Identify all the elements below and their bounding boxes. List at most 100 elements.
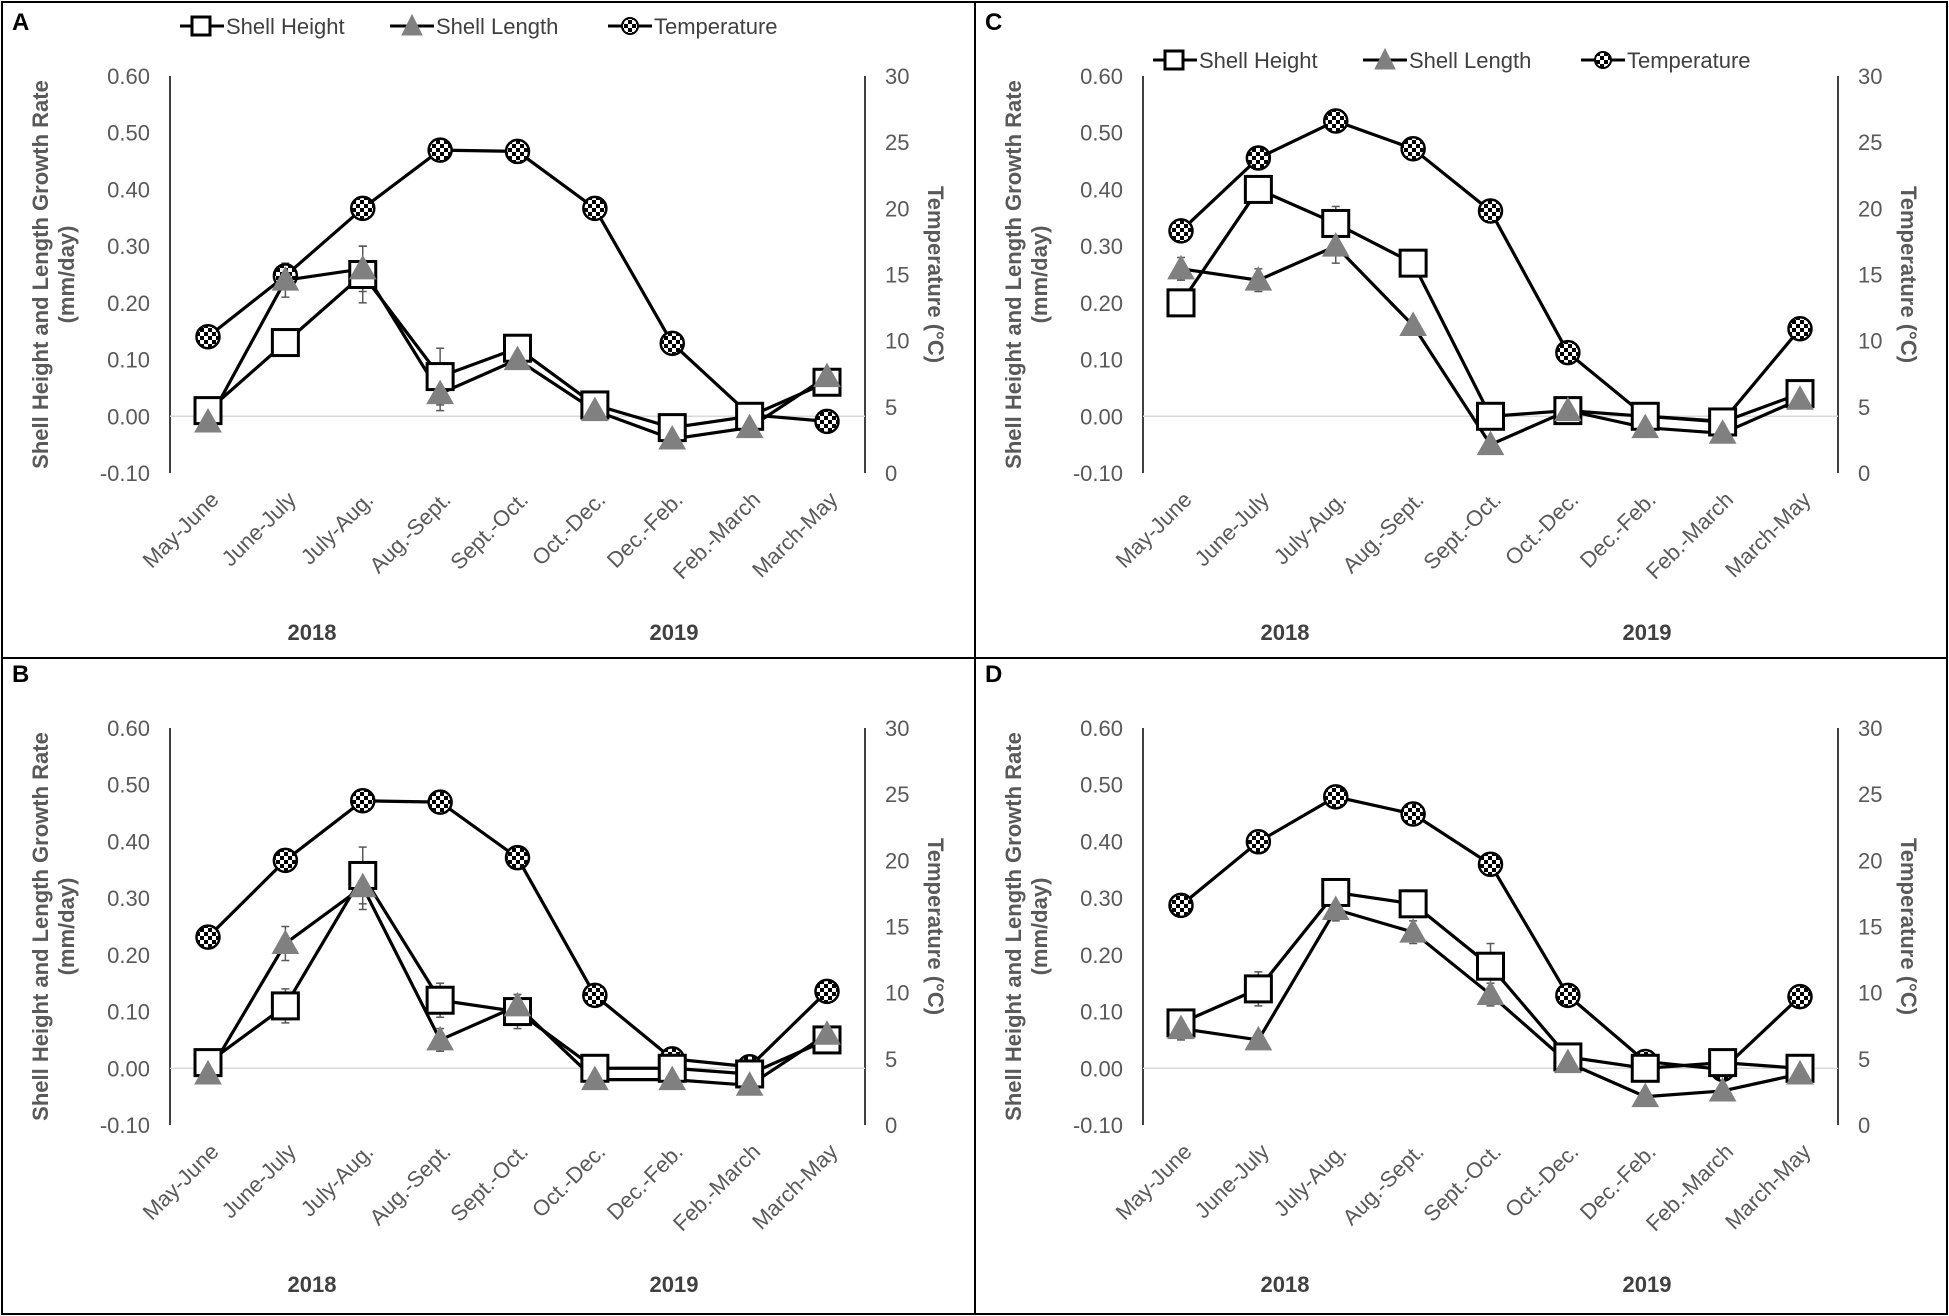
y-tick-label: 0.40	[107, 829, 150, 854]
x-tick-label: May-June	[1111, 487, 1197, 573]
temperature-point	[1245, 145, 1272, 171]
y2-tick-label: 20	[1858, 196, 1882, 221]
x-tick-label: June-July	[1190, 487, 1274, 571]
temperature-point-circle	[1555, 339, 1581, 366]
y2-tick-label: 30	[885, 64, 909, 89]
y2-tick-label: 25	[885, 782, 909, 807]
shell-length-point	[735, 413, 764, 439]
temperature-point-circle	[1787, 316, 1813, 342]
temperature-point-circle	[272, 847, 299, 874]
markers-shell-length	[1167, 895, 1814, 1108]
shell-length-point	[194, 407, 222, 433]
temperature-point-circle	[814, 978, 840, 1005]
y-tick-label: 0.00	[107, 404, 150, 429]
temperature-point	[504, 138, 531, 165]
legend: Shell Height Shell Length Temperature	[1153, 47, 1751, 73]
shell-length-point	[426, 1025, 454, 1051]
series-line	[1179, 187, 1801, 424]
chart-panel-a: A -0.10 0.00 0.10 0.20 0.30 0.40 0.50 0.60 0 5 10 15…	[12, 9, 948, 645]
y2-tick-label: 0	[885, 1113, 897, 1138]
y-axis-title-line1: Shell Height and Length Growth Rate	[28, 80, 53, 469]
legend-label: Shell Length	[436, 14, 558, 39]
y-tick-label: 0.00	[1080, 1056, 1123, 1081]
temperature-point-circle	[1168, 892, 1194, 919]
temperature-point	[1400, 801, 1426, 827]
y-tick-label: 0.50	[1080, 121, 1123, 146]
temperature-point	[1168, 892, 1194, 919]
temperature-point	[1787, 983, 1813, 1010]
panel-letter: B	[12, 661, 29, 688]
series-line	[1179, 119, 1802, 424]
year-label-2018: 2018	[288, 1272, 337, 1297]
shell-length-point	[1399, 918, 1427, 943]
y-tick-label: 0.40	[1080, 829, 1123, 854]
shell-length-point	[1399, 311, 1427, 337]
x-tick-label: May-June	[138, 487, 224, 573]
temperature-point-circle	[582, 195, 608, 222]
temperature-point-circle	[659, 330, 685, 357]
y-tick-label: 0.00	[1080, 404, 1123, 429]
y2-tick-label: 25	[1858, 130, 1882, 155]
shell-length-point	[271, 929, 300, 955]
markers-shell-length	[194, 872, 841, 1096]
panel-letter: A	[12, 9, 29, 36]
markers-shell-length	[1167, 232, 1814, 456]
temperature-point	[1323, 784, 1349, 810]
y-axis-title-line2: (mm/day)	[54, 226, 79, 324]
legend-item: Temperature	[608, 14, 778, 39]
temperature-point-circle	[504, 138, 531, 165]
shell-length-point	[1321, 895, 1350, 920]
shell-length-point	[271, 266, 300, 291]
legend: Shell Height Shell Length Temperature	[180, 13, 778, 39]
shell-length-point	[581, 1065, 609, 1091]
markers-temperature	[1168, 784, 1813, 1083]
shell-height-point	[1398, 248, 1428, 278]
y-tick-label: 0.30	[107, 886, 150, 911]
temperature-point-circle	[427, 137, 453, 163]
temperature-point	[427, 137, 453, 163]
temperature-point	[350, 788, 376, 814]
y2-tick-label: 20	[885, 196, 909, 221]
temperature-point	[350, 195, 376, 222]
x-tick-label: Oct.-Dec.	[527, 487, 610, 570]
series-temperature	[207, 148, 828, 423]
shell-length-point	[1476, 430, 1505, 456]
y2-tick-label: 5	[1858, 395, 1870, 420]
shell-length-point	[735, 1071, 764, 1096]
chart-panel-b: B -0.10 0.00 0.10 0.20 0.30 0.40 0.50 0.60 0 5 10 15…	[12, 661, 948, 1297]
panel-letter: D	[985, 661, 1002, 688]
y-tick-label: 0.10	[1080, 348, 1123, 373]
shell-length-point	[1708, 1076, 1737, 1102]
y2-axis-title: Temperature (°C)	[923, 838, 948, 1015]
y-tick-label: 0.50	[1080, 773, 1123, 798]
y2-tick-label: 0	[885, 461, 897, 486]
temperature-point	[195, 924, 221, 950]
x-tick-label: June-July	[1190, 1139, 1274, 1223]
year-label-2019: 2019	[1623, 620, 1672, 645]
y-tick-label: -0.10	[1073, 1113, 1123, 1138]
y2-tick-label: 15	[885, 263, 909, 288]
y-tick-label: 0.20	[107, 291, 150, 316]
series-shell-height	[207, 846, 828, 1076]
temperature-point	[1787, 316, 1813, 342]
shell-height-point	[1243, 974, 1273, 1004]
y2-tick-label: 10	[885, 981, 909, 1006]
y2-tick-label: 15	[1858, 263, 1882, 288]
shell-height-point	[1321, 208, 1351, 238]
legend-item: Shell Length	[1363, 47, 1531, 73]
shell-length-point	[1167, 254, 1195, 280]
y2-tick-label: 10	[885, 329, 909, 354]
markers-temperature	[195, 137, 840, 435]
y2-tick-label: 15	[1858, 915, 1882, 940]
temperature-point-circle	[1555, 982, 1581, 1009]
temperature-point	[1400, 136, 1426, 162]
y-tick-label: -0.10	[1073, 461, 1123, 486]
temperature-point	[195, 323, 221, 350]
series-temperature	[1179, 119, 1802, 424]
markers-shell-length	[194, 254, 841, 450]
shell-length-point	[658, 424, 687, 450]
markers-temperature	[1168, 108, 1813, 435]
x-tick-label: June-July	[217, 487, 301, 571]
